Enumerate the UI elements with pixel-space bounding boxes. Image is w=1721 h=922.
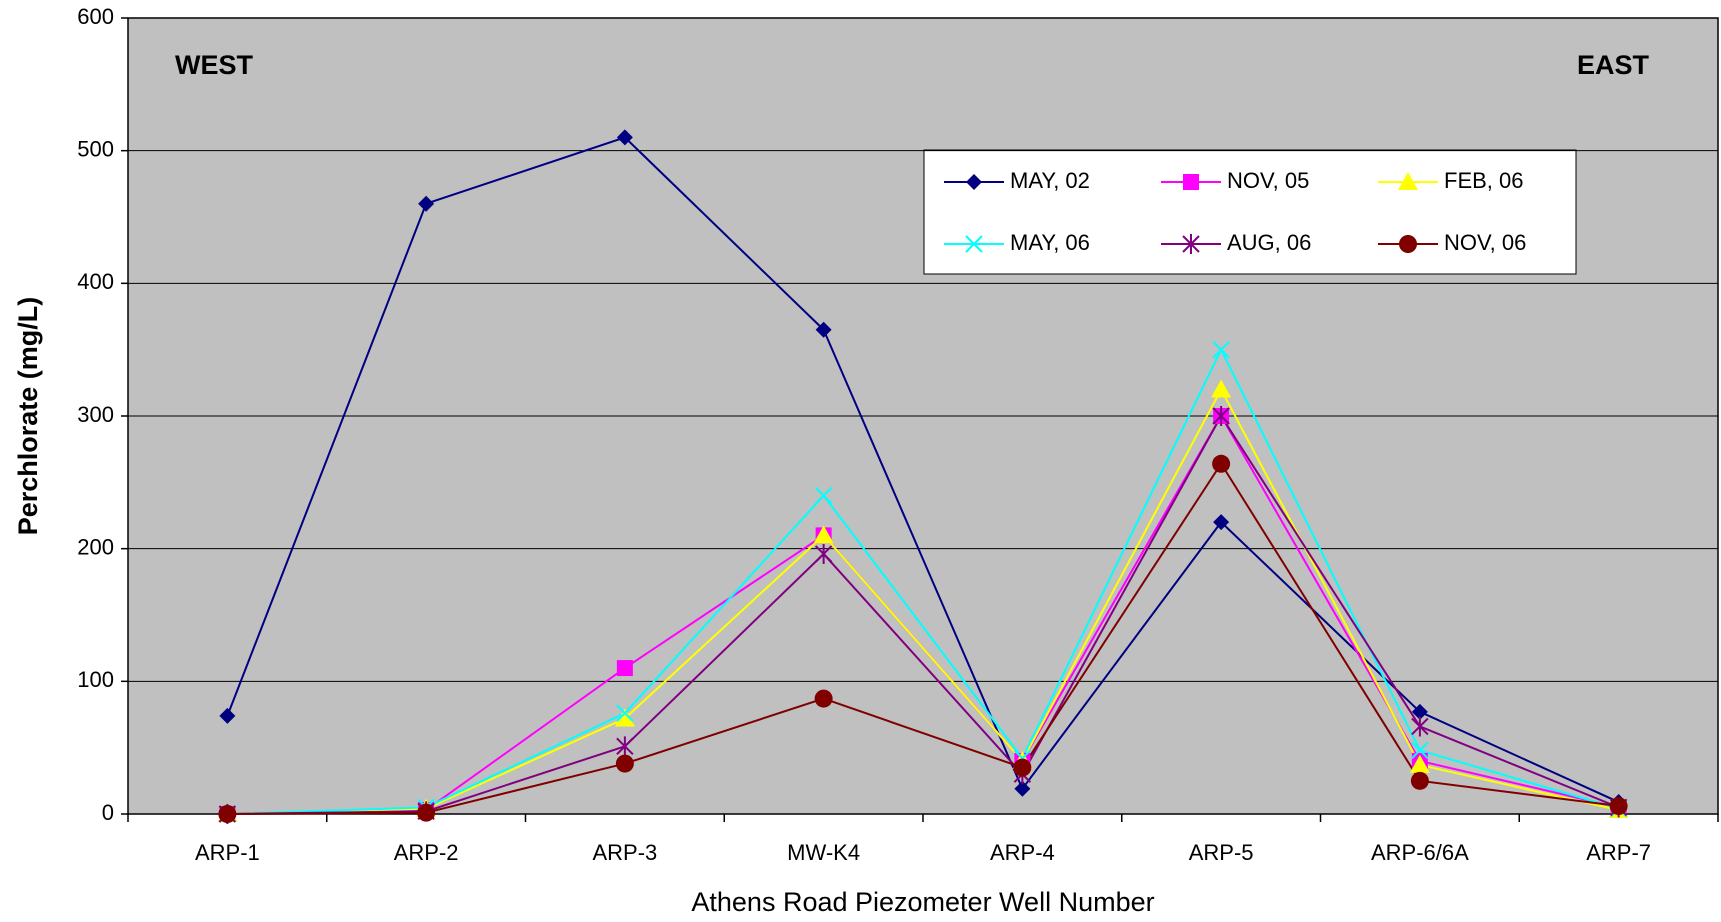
x-tick-label: ARP-7 — [1586, 840, 1651, 865]
marker — [1014, 780, 1031, 797]
marker — [1411, 703, 1428, 720]
marker — [1183, 174, 1199, 190]
marker — [1182, 234, 1200, 254]
marker — [219, 707, 236, 724]
marker — [1411, 716, 1429, 737]
marker — [1409, 754, 1430, 773]
legend-label: NOV, 05 — [1227, 168, 1309, 193]
marker — [815, 321, 832, 338]
legend-label: MAY, 02 — [1010, 168, 1090, 193]
legend-label: AUG, 06 — [1227, 230, 1311, 255]
marker — [814, 543, 833, 564]
x-tick-label: ARP-1 — [195, 840, 260, 865]
marker — [1398, 172, 1418, 190]
x-tick-label: ARP-5 — [1189, 840, 1254, 865]
line — [226, 136, 1620, 803]
line — [227, 387, 1619, 815]
x-tick-label: ARP-4 — [990, 840, 1055, 865]
marker — [814, 689, 833, 708]
line — [227, 414, 1620, 815]
x-tick-label: MW-K4 — [787, 840, 860, 865]
marker — [218, 805, 237, 823]
x-axis-title: Athens Road Piezometer Well Number — [691, 887, 1154, 917]
marker — [1211, 379, 1232, 398]
marker — [1212, 454, 1231, 473]
marker — [418, 195, 435, 212]
marker — [417, 803, 436, 822]
y-tick-label: 0 — [102, 800, 114, 825]
y-tick-label: 600 — [77, 4, 114, 29]
y-tick-label: 400 — [77, 269, 114, 294]
y-tick-label: 100 — [77, 667, 114, 692]
marker — [1399, 235, 1417, 253]
y-tick-label: 300 — [77, 402, 114, 427]
x-tick-label: ARP-2 — [394, 840, 459, 865]
legend — [923, 149, 1577, 275]
marker — [616, 660, 633, 677]
line — [227, 461, 1619, 815]
line — [227, 347, 1619, 815]
marker — [1609, 797, 1628, 816]
marker — [615, 754, 634, 773]
marker — [1410, 771, 1429, 790]
legend-label: NOV, 06 — [1444, 230, 1526, 255]
y-tick-label: 500 — [77, 136, 114, 161]
marker — [965, 235, 983, 253]
marker — [1411, 741, 1429, 760]
marker — [813, 525, 834, 544]
marker — [1013, 758, 1032, 777]
x-tick-label: ARP-3 — [592, 840, 657, 865]
marker — [1212, 340, 1230, 359]
y-axis-title: Perchlorate (mg/L) — [13, 297, 43, 536]
legend-label: FEB, 06 — [1444, 168, 1523, 193]
y-tick-label: 200 — [77, 534, 114, 559]
marker — [614, 708, 635, 727]
x-tick-label: ARP-6/6A — [1371, 840, 1469, 865]
annotation: WEST — [175, 50, 254, 80]
marker — [814, 486, 833, 505]
marker — [1213, 514, 1230, 531]
marker — [1212, 406, 1230, 426]
marker — [616, 129, 633, 146]
marker — [616, 704, 634, 722]
annotation: EAST — [1577, 50, 1650, 80]
legend-label: MAY, 06 — [1010, 230, 1090, 255]
marker — [966, 174, 982, 190]
marker — [616, 736, 634, 757]
